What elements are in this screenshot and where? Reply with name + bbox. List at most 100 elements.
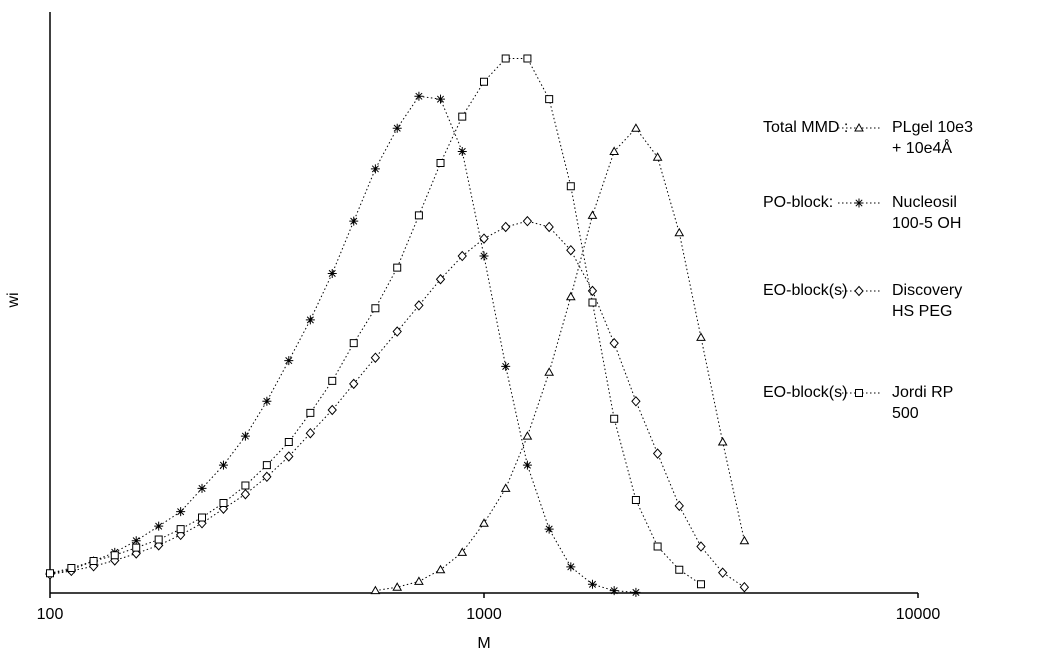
data-point (674, 227, 685, 237)
legend-group-label: PO-block: (763, 194, 834, 211)
data-point (587, 285, 598, 297)
legend-label: Discovery HS PEG (892, 282, 963, 320)
data-point (131, 536, 141, 546)
data-point (46, 569, 54, 578)
data-point (458, 112, 467, 121)
data-point (67, 564, 76, 573)
data-point (588, 298, 597, 307)
data-point (198, 513, 207, 522)
data-point (305, 427, 316, 439)
data-point (305, 315, 315, 325)
data-point (370, 164, 380, 174)
data-point (587, 579, 597, 589)
data-point (327, 404, 337, 416)
data-point (176, 507, 186, 517)
data-point (392, 582, 403, 591)
data-point (327, 268, 337, 278)
data-point (566, 182, 575, 191)
data-point (652, 448, 663, 459)
data-point (392, 123, 402, 133)
data-point (609, 337, 619, 349)
data-point (631, 123, 641, 132)
legend-label: Nucleosil 100-5 OH (892, 194, 962, 232)
data-point (154, 535, 163, 544)
data-point (132, 543, 141, 552)
data-point (306, 408, 315, 417)
data-point (523, 54, 532, 63)
data-point (89, 557, 98, 566)
data-point (609, 586, 619, 596)
data-point (652, 152, 663, 161)
data-point (240, 431, 250, 441)
data-point (544, 524, 554, 534)
data-point (414, 300, 424, 311)
data-point (739, 581, 750, 593)
data-point (566, 562, 576, 572)
data-point (393, 263, 402, 272)
data-point (284, 356, 294, 366)
series-line (49, 220, 745, 588)
data-point (501, 361, 511, 371)
data-point (154, 521, 164, 531)
legend-group-label: EO-block(s) (763, 282, 848, 299)
legend-label: PLgel 10e3 + 10e4Å (892, 119, 973, 157)
data-point (674, 500, 684, 512)
data-point (718, 567, 728, 578)
data-point (565, 291, 576, 301)
data-point (414, 576, 424, 585)
data-point (176, 525, 185, 534)
data-point (457, 547, 468, 556)
data-point (522, 215, 533, 227)
data-point (349, 339, 358, 348)
data-point (675, 565, 684, 574)
data-point (240, 488, 251, 500)
data-point (566, 244, 576, 256)
data-point (479, 233, 489, 244)
legend-label: Jordi RP 500 (892, 384, 954, 422)
data-point (370, 352, 381, 363)
x-tick-label: 10000 (896, 606, 941, 623)
y-axis-label: wi (5, 292, 22, 308)
data-point (349, 378, 359, 390)
data-point (501, 221, 511, 233)
x-axis-label: M (477, 635, 490, 652)
data-point (219, 498, 228, 507)
data-point (696, 541, 706, 552)
data-point (435, 564, 446, 574)
data-point (284, 437, 293, 446)
data-point (544, 221, 554, 233)
data-point (696, 580, 705, 589)
data-point (739, 535, 750, 545)
data-point (414, 91, 424, 101)
legend-group-label: Total MMD : (763, 119, 849, 136)
data-point (631, 587, 641, 597)
data-point (435, 274, 446, 285)
series-line (49, 57, 702, 585)
data-point (284, 451, 294, 462)
legend-marker (855, 389, 863, 397)
data-point (696, 332, 706, 341)
data-point (479, 251, 489, 261)
data-point (457, 146, 467, 156)
data-point (500, 483, 511, 492)
data-point (349, 216, 359, 226)
data-point (587, 210, 598, 219)
data-point (631, 396, 641, 407)
data-point (371, 304, 380, 313)
data-point (610, 414, 619, 423)
x-tick-label: 100 (37, 606, 64, 623)
data-point (328, 376, 337, 385)
data-point (501, 54, 510, 63)
series-line (375, 127, 745, 592)
data-point (436, 94, 446, 104)
data-point (414, 211, 423, 220)
data-point (218, 460, 228, 470)
data-point (370, 585, 381, 595)
data-point (457, 250, 467, 262)
legend-group-label: EO-block(s) (763, 384, 848, 401)
data-point (631, 496, 640, 505)
data-point (609, 146, 620, 155)
series-line (49, 95, 636, 593)
data-point (241, 481, 250, 490)
